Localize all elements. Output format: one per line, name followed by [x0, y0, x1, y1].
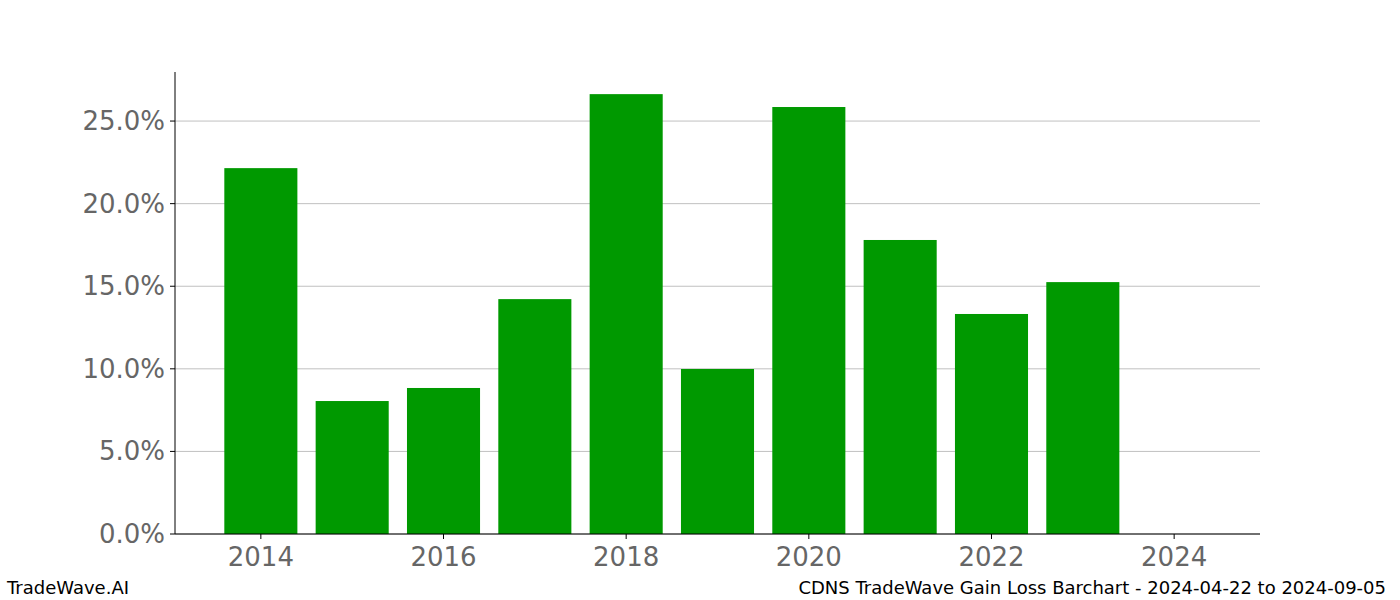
y-tick [170, 121, 175, 122]
x-tick-label: 2018 [593, 542, 659, 572]
y-tick [170, 534, 175, 535]
bar [224, 168, 297, 534]
y-tick [170, 286, 175, 287]
source: TradeWave.AI [6, 577, 129, 598]
grid-line [175, 121, 1260, 122]
y-axis [175, 72, 176, 534]
y-tick-label: 0.0% [99, 519, 165, 549]
y-tick-label: 10.0% [82, 354, 165, 384]
x-tick-label: 2020 [776, 542, 842, 572]
y-tick-label: 5.0% [99, 436, 165, 466]
x-axis [175, 534, 1260, 535]
bar [772, 107, 845, 534]
grid-line [175, 203, 1260, 204]
y-tick-label: 20.0% [82, 189, 165, 219]
bar [407, 388, 480, 534]
x-tick [443, 534, 444, 539]
bar [590, 94, 663, 534]
bar [1046, 282, 1119, 534]
bar [498, 299, 571, 534]
x-tick [260, 534, 261, 539]
x-tick-label: 2024 [1141, 542, 1207, 572]
x-tick [626, 534, 627, 539]
bar [955, 314, 1028, 534]
x-tick-label: 2022 [958, 542, 1024, 572]
bar [681, 369, 754, 534]
chart: 0.0% 5.0% 10.0% 15.0% 20.0% 25.0% 2014 2016 2018… [0, 0, 1400, 600]
y-tick [170, 203, 175, 204]
y-tick [170, 451, 175, 452]
y-tick-label: 15.0% [82, 271, 165, 301]
y-tick-label: 25.0% [82, 106, 165, 136]
x-tick-label: 2016 [410, 542, 476, 572]
x-tick-label: 2014 [228, 542, 294, 572]
bars [224, 94, 1119, 534]
y-tick [170, 368, 175, 369]
grid-line [175, 534, 1260, 535]
x-tick [1174, 534, 1175, 539]
bar [864, 240, 937, 534]
title: CDNS TradeWave Gain Loss Barchart - 2024… [798, 577, 1386, 598]
bar [316, 401, 389, 534]
x-tick [991, 534, 992, 539]
x-tick [808, 534, 809, 539]
